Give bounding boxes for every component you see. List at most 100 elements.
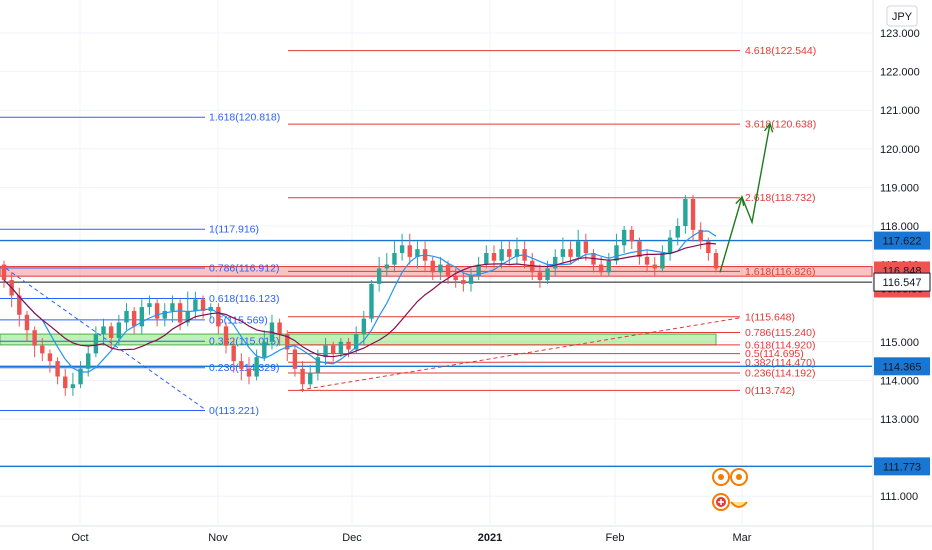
candle-body	[384, 264, 389, 269]
candle-body	[239, 361, 244, 369]
candle-body	[369, 283, 374, 319]
time-axis[interactable]: Oct Nov Dec 2021 Feb Mar	[0, 525, 932, 544]
candle-body	[476, 264, 481, 277]
candle-body	[63, 376, 68, 389]
candle-body	[285, 334, 290, 350]
y-tick-label: 119.000	[880, 182, 919, 194]
candle-body	[621, 229, 627, 246]
x-tick-label: 2021	[478, 532, 502, 544]
arrow-head-icon	[735, 195, 745, 207]
candle-body	[399, 245, 405, 254]
candle-body	[223, 326, 229, 346]
candle-body	[675, 226, 680, 238]
candle-body	[193, 299, 198, 311]
candle-body	[139, 307, 145, 327]
candle-body	[683, 198, 688, 226]
candle-body	[93, 334, 99, 354]
red-fib-label: 0.5(114.695)	[745, 348, 804, 360]
candle-body	[116, 322, 122, 338]
candle-body	[1, 264, 7, 281]
candle-body	[40, 345, 45, 354]
horizontal-levels	[0, 239, 872, 468]
currency-box[interactable]: JPY	[886, 5, 918, 27]
y-tick-label: 120.000	[880, 144, 920, 156]
candle-body	[131, 310, 137, 327]
candle-body	[338, 341, 344, 354]
candle-body	[484, 253, 489, 265]
blue-fib-label: 0.236(114.329)	[209, 362, 279, 374]
red-fib-label: 0(113.742)	[745, 385, 795, 397]
candle-body	[667, 237, 673, 254]
red-fib-label: 4.618(122.544)	[745, 45, 816, 57]
price-badge-label: 117.622	[883, 236, 922, 248]
candle-body	[614, 245, 619, 261]
candle-body	[277, 322, 282, 335]
candle-body	[300, 368, 305, 385]
price-badge	[874, 231, 930, 250]
candle-body	[499, 249, 504, 261]
candle-body	[568, 249, 573, 257]
candle-body	[308, 372, 313, 385]
moving-averages	[3, 230, 717, 373]
candle-body	[392, 253, 397, 265]
red-fib-label: 0.236(114.192)	[745, 367, 815, 379]
candle-body	[445, 264, 451, 277]
candle-body	[162, 310, 167, 319]
arrow-head-icon	[763, 122, 774, 133]
projection-path	[719, 123, 771, 273]
candle-body	[629, 229, 634, 242]
candle-body	[706, 241, 711, 254]
candle-body	[323, 345, 328, 358]
chart-zones	[0, 266, 873, 346]
y-tick-label: 118.000	[880, 221, 919, 233]
dashed-trendline	[5, 268, 206, 410]
candle-body	[254, 357, 259, 377]
projection-arrows	[719, 122, 774, 273]
candle-body	[430, 260, 435, 273]
price-badge-label: 111.773	[883, 461, 921, 473]
candle-body	[361, 318, 367, 335]
price-badge	[874, 357, 930, 376]
y-tick-label: 115.000	[880, 337, 919, 349]
candle-body	[530, 260, 535, 273]
price-badge	[874, 457, 930, 476]
slow-moving-average	[3, 242, 717, 358]
candle-body	[262, 341, 267, 358]
blue-fib-label: 0(113.221)	[209, 405, 259, 417]
red-fib-label: 3.618(120.638)	[745, 119, 816, 131]
candle-body	[17, 295, 22, 315]
candle-body	[108, 326, 114, 338]
candle-body	[185, 310, 190, 323]
candle-body	[461, 280, 466, 284]
candle-body	[177, 303, 183, 323]
candle-body	[78, 368, 83, 385]
candle-body	[652, 264, 657, 269]
dashed-trendline	[299, 317, 741, 391]
candle-body	[583, 241, 589, 254]
candle-body	[453, 276, 458, 281]
candle-body	[660, 253, 665, 269]
candle-body	[124, 310, 129, 323]
red-fib-label: 1.618(116.826)	[745, 266, 815, 278]
candle-body	[101, 326, 106, 335]
candle-body	[468, 276, 474, 284]
candle-body	[170, 303, 175, 311]
y-tick-label: 113.000	[880, 414, 919, 426]
candle-body	[47, 353, 53, 362]
candle-body	[331, 345, 336, 354]
candle-body	[407, 245, 412, 257]
x-tick-label: Mar	[733, 532, 752, 544]
candlestick-series	[1, 195, 719, 396]
price-badge-label: 114.365	[883, 361, 922, 373]
candle-body	[598, 264, 604, 273]
blue-fib-label: 1.618(120.818)	[209, 112, 280, 124]
candle-body	[32, 330, 37, 346]
y-tick-label: 121.000	[880, 105, 920, 117]
price-axis[interactable]: 123.000 122.000 121.000 120.000 119.000 118.0…	[872, 0, 920, 550]
fast-moving-average	[3, 230, 717, 373]
candle-body	[315, 357, 321, 373]
candle-body	[86, 353, 91, 369]
x-tick-label: Nov	[208, 532, 228, 544]
y-tick-label: 114.000	[880, 375, 919, 387]
